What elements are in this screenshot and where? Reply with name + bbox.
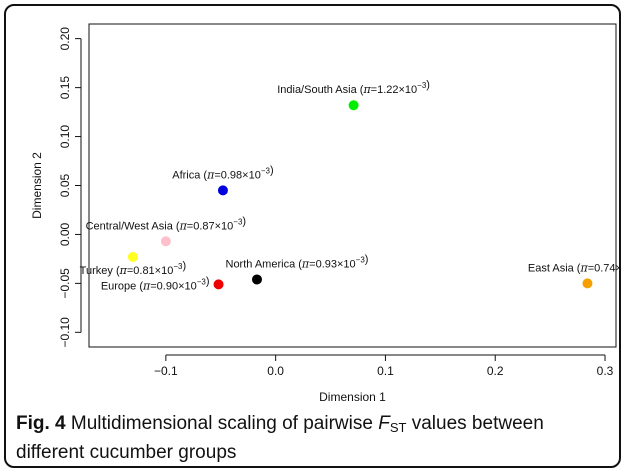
- x-tick-label: 0.0: [267, 364, 284, 378]
- y-tick-label: −0.05: [58, 268, 72, 299]
- data-point: [217, 185, 228, 196]
- point-label: Turkey (π=0.81×10−3): [80, 260, 186, 277]
- point-label: Europe (π=0.90×10−3): [101, 275, 210, 292]
- x-tick-label: 0.1: [377, 364, 394, 378]
- y-tick-label: 0.05: [58, 173, 72, 197]
- x-tick-label: −0.1: [154, 364, 178, 378]
- x-tick-label: 0.2: [487, 364, 504, 378]
- figure-frame: −0.1 0.0 0.1 0.2 0.3 Dimension 1 −0.10 −0.05 0.0…: [4, 4, 621, 468]
- plot-box: [88, 23, 617, 348]
- figure-caption: Fig. 4 Multidimensional scaling of pairw…: [16, 411, 616, 465]
- x-axis-title: Dimension 1: [319, 390, 386, 404]
- y-tick-label: 0.00: [58, 222, 72, 246]
- caption-text-before: Multidimensional scaling of pairwise: [65, 413, 379, 434]
- data-point: [348, 100, 359, 111]
- point-label: India/South Asia (π=1.22×10−3): [277, 79, 430, 96]
- y-tick-label: 0.15: [58, 76, 72, 100]
- caption-text-after: values between different cucumber groups: [16, 413, 544, 463]
- data-point: [582, 278, 593, 289]
- y-tick-label: 0.20: [58, 27, 72, 51]
- mds-scatter-plot: −0.1 0.0 0.1 0.2 0.3 Dimension 1 −0.10 −0.05 0.0…: [30, 23, 621, 404]
- data-point: [213, 279, 224, 290]
- point-label: Africa (π=0.98×10−3): [172, 164, 273, 181]
- point-label: East Asia (π=0.74×10−3): [528, 257, 621, 274]
- caption-f-subscript: ST: [389, 420, 407, 435]
- data-point: [251, 274, 262, 285]
- x-tick-label: 0.3: [597, 364, 614, 378]
- point-label: North America (π=0.93×10−3): [226, 253, 369, 270]
- data-point: [160, 236, 171, 247]
- y-tick-label: 0.10: [58, 125, 72, 149]
- y-tick-label: −0.10: [58, 317, 72, 348]
- y-axis-title: Dimension 2: [30, 152, 44, 219]
- caption-fig-label: Fig. 4: [16, 413, 66, 434]
- point-label: Central/West Asia (π=0.87×10−3): [86, 215, 246, 232]
- caption-f-letter: F: [378, 413, 390, 434]
- data-point: [127, 251, 138, 262]
